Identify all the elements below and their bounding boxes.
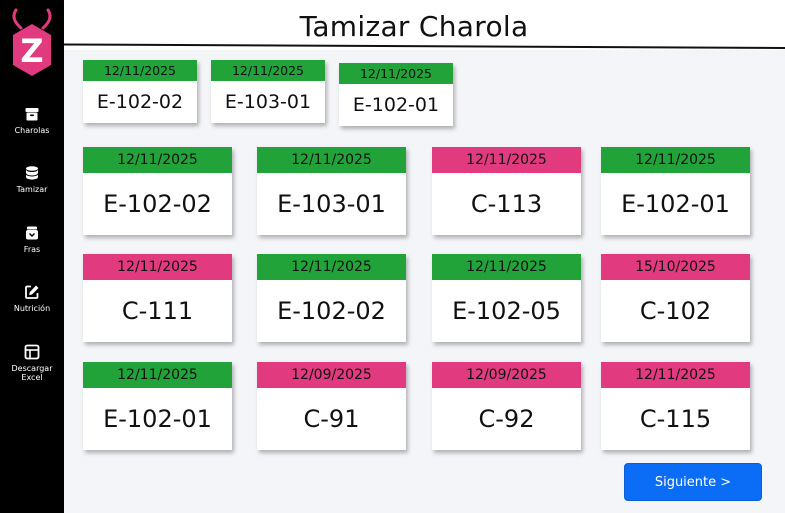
tray-date: 12/11/2025 bbox=[211, 60, 325, 81]
tray-card[interactable]: 15/10/2025 C-102 bbox=[601, 254, 750, 342]
sidebar-item-label: Nutrición bbox=[13, 304, 51, 313]
page-title: Tamizar Charola bbox=[299, 10, 529, 43]
tray-card[interactable]: 12/09/2025 C-92 bbox=[432, 362, 581, 450]
tray-code: E-102-01 bbox=[621, 190, 730, 218]
edit-icon bbox=[25, 285, 39, 299]
tray-card[interactable]: 12/11/2025 E-102-01 bbox=[83, 362, 232, 450]
tray-date: 12/11/2025 bbox=[339, 63, 453, 84]
tray-card[interactable]: 12/11/2025 C-111 bbox=[83, 254, 232, 342]
sidebar-item-tamizar[interactable]: Tamizar bbox=[0, 165, 64, 194]
selected-tray-card[interactable]: 12/11/2025 E-102-01 bbox=[339, 63, 453, 126]
tray-code: E-102-01 bbox=[352, 94, 440, 116]
next-button[interactable]: Siguiente > bbox=[624, 463, 762, 501]
tray-card[interactable]: 12/11/2025 E-103-01 bbox=[257, 147, 406, 235]
tray-card[interactable]: 12/11/2025 C-113 bbox=[432, 147, 581, 235]
tray-code: E-102-02 bbox=[277, 297, 386, 325]
tray-date: 12/09/2025 bbox=[432, 362, 581, 388]
tray-code: E-102-02 bbox=[96, 91, 184, 113]
tray-code: C-91 bbox=[303, 405, 360, 433]
tray-code: C-111 bbox=[121, 297, 194, 325]
sidebar-item-label: Descargar Excel bbox=[11, 364, 53, 382]
ant-logo-icon[interactable]: Z bbox=[4, 6, 60, 78]
tray-code: E-103-01 bbox=[277, 190, 386, 218]
tray-date: 12/11/2025 bbox=[83, 147, 232, 173]
tray-date: 12/11/2025 bbox=[432, 254, 581, 280]
header-divider bbox=[64, 43, 785, 49]
selected-tray-card[interactable]: 12/11/2025 E-103-01 bbox=[211, 60, 325, 123]
tray-date: 15/10/2025 bbox=[601, 254, 750, 280]
tray-code: C-92 bbox=[478, 405, 535, 433]
header: Tamizar Charola bbox=[64, 0, 785, 48]
sidebar-item-fras[interactable]: Fras bbox=[0, 225, 64, 254]
tray-date: 12/11/2025 bbox=[257, 147, 406, 173]
selected-tray-card[interactable]: 12/11/2025 E-102-02 bbox=[83, 60, 197, 123]
sidebar-item-label: Fras bbox=[23, 245, 41, 254]
tray-code: E-103-01 bbox=[224, 91, 312, 113]
tray-date: 12/09/2025 bbox=[257, 362, 406, 388]
main-content: 12/11/2025 E-102-02 12/11/2025 E-103-01 12/1… bbox=[64, 50, 785, 513]
tray-card[interactable]: 12/11/2025 E-102-02 bbox=[83, 147, 232, 235]
sidebar-item-label: Charolas bbox=[14, 126, 50, 135]
tray-code: E-102-02 bbox=[103, 190, 212, 218]
sidebar-item-label: Tamizar bbox=[16, 185, 48, 194]
tray-card[interactable]: 12/11/2025 C-115 bbox=[601, 362, 750, 450]
database-icon bbox=[25, 166, 39, 180]
tray-card[interactable]: 12/11/2025 E-102-05 bbox=[432, 254, 581, 342]
tray-code: C-102 bbox=[639, 297, 712, 325]
sidebar-item-descargar-excel[interactable]: Descargar Excel bbox=[0, 344, 64, 382]
tray-card[interactable]: 12/11/2025 E-102-02 bbox=[257, 254, 406, 342]
tray-date: 12/11/2025 bbox=[601, 362, 750, 388]
sidebar: Z Charolas Tamizar Fras Nutrición bbox=[0, 0, 64, 513]
tray-code: C-113 bbox=[470, 190, 543, 218]
sidebar-item-nutricion[interactable]: Nutrición bbox=[0, 284, 64, 313]
tray-card[interactable]: 12/09/2025 C-91 bbox=[257, 362, 406, 450]
logo-letter: Z bbox=[20, 32, 43, 70]
sidebar-item-charolas[interactable]: Charolas bbox=[0, 106, 64, 135]
tray-date: 12/11/2025 bbox=[83, 254, 232, 280]
tray-card[interactable]: 12/11/2025 E-102-01 bbox=[601, 147, 750, 235]
tray-date: 12/11/2025 bbox=[83, 60, 197, 81]
tray-date: 12/11/2025 bbox=[432, 147, 581, 173]
tray-date: 12/11/2025 bbox=[257, 254, 406, 280]
tray-code: E-102-01 bbox=[103, 405, 212, 433]
tray-date: 12/11/2025 bbox=[83, 362, 232, 388]
tray-code: E-102-05 bbox=[452, 297, 561, 325]
table-icon bbox=[24, 344, 40, 360]
tray-date: 12/11/2025 bbox=[601, 147, 750, 173]
archive-box-icon bbox=[25, 108, 39, 121]
jar-icon bbox=[26, 226, 38, 240]
tray-code: C-115 bbox=[639, 405, 712, 433]
